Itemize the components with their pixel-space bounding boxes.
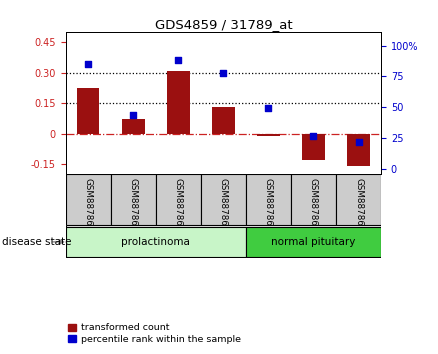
Bar	[212, 107, 235, 134]
Bar	[347, 134, 370, 166]
Title: GDS4859 / 31789_at: GDS4859 / 31789_at	[155, 18, 292, 31]
Point	[220, 70, 227, 75]
Text: GSM887864: GSM887864	[264, 178, 273, 232]
Text: GSM887860: GSM887860	[84, 178, 93, 232]
Legend: transformed count, percentile rank within the sample: transformed count, percentile rank withi…	[66, 321, 243, 346]
Point	[175, 58, 182, 63]
Bar	[246, 175, 291, 225]
Bar	[156, 175, 201, 225]
Text: normal pituitary: normal pituitary	[271, 237, 356, 247]
Bar	[201, 175, 246, 225]
Bar	[111, 175, 156, 225]
Bar	[302, 134, 325, 160]
Text: GSM887866: GSM887866	[354, 178, 363, 232]
Point	[265, 105, 272, 111]
Text: GSM887865: GSM887865	[309, 178, 318, 232]
Bar	[167, 70, 190, 134]
Point	[355, 139, 362, 145]
Bar	[122, 119, 145, 134]
Text: disease state: disease state	[2, 237, 72, 247]
Bar	[246, 227, 381, 257]
Bar	[257, 134, 280, 136]
Bar	[336, 175, 381, 225]
Point	[310, 133, 317, 138]
Bar	[66, 175, 111, 225]
Text: GSM887861: GSM887861	[129, 178, 138, 232]
Bar	[77, 88, 99, 134]
Text: GSM887862: GSM887862	[174, 178, 183, 232]
Bar	[291, 175, 336, 225]
Point	[130, 112, 137, 118]
Text: prolactinoma: prolactinoma	[121, 237, 190, 247]
Text: GSM887863: GSM887863	[219, 178, 228, 232]
Point	[85, 61, 92, 67]
Bar	[66, 227, 246, 257]
